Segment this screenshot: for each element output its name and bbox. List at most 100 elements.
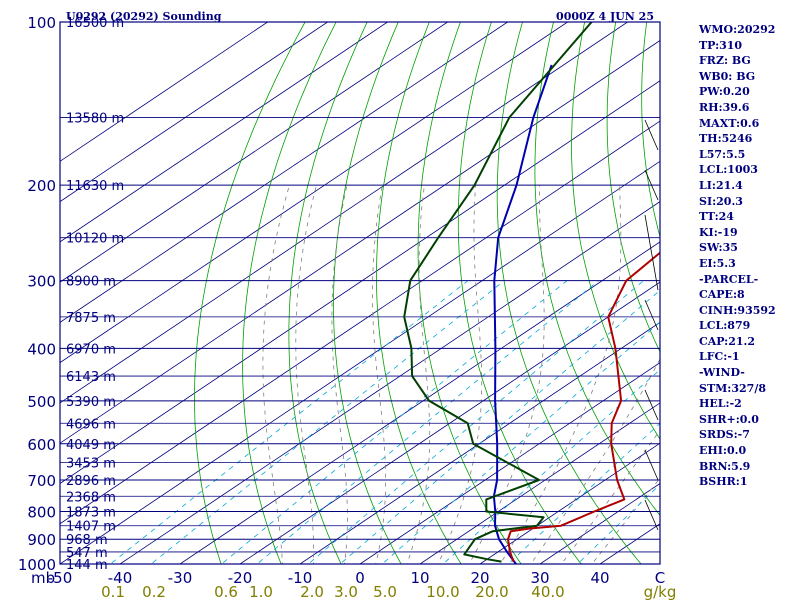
isotherm-line: [60, 22, 628, 404]
isotherm-line: [60, 22, 328, 203]
temperature-tick-label: -30: [168, 569, 193, 587]
plot-frame: [59, 21, 661, 565]
mixing-ratio-line: [577, 483, 660, 564]
chart-time: 0000Z 4 JUN 25: [556, 10, 654, 23]
temperature-tick-label: 30: [530, 569, 549, 587]
index-item: CAPE:8: [699, 288, 745, 302]
height-label: 6970 m: [66, 342, 116, 357]
mixing-ratio-line: [381, 321, 660, 564]
index-item: STM:327/8: [699, 381, 766, 395]
index-item: SHR+:0.0: [699, 412, 759, 426]
index-item: BSHR:1: [699, 475, 748, 489]
parcel-trace-line: [492, 64, 553, 564]
mixing-ratio-line: [339, 289, 660, 564]
dry-adiabat-line: [194, 22, 306, 564]
height-label: 1873 m: [66, 505, 116, 520]
pressure-tick-label: 900: [27, 531, 56, 549]
index-item: HEL:-2: [699, 397, 742, 411]
index-item: SI:20.3: [699, 194, 743, 208]
isotherm-line: [60, 22, 508, 323]
index-item: WB0: BG: [699, 69, 756, 83]
height-label: 1407 m: [66, 520, 116, 535]
temperature-tick-label: -20: [228, 569, 253, 587]
index-item: BRN:5.9: [699, 459, 751, 473]
index-item: LCL:1003: [699, 163, 758, 177]
index-item: PW:0.20: [699, 85, 750, 99]
dry-adiabat-line: [288, 22, 368, 564]
isotherm-line: [60, 120, 660, 525]
height-label: 968 m: [66, 533, 108, 548]
mixing-ratio-line: [109, 280, 469, 564]
wind-barb: [644, 449, 659, 481]
dry-adiabat-line: [534, 22, 660, 516]
isotherm-line: [60, 80, 660, 484]
index-item: SW:35: [699, 241, 738, 255]
index-item: TH:5246: [699, 132, 753, 146]
isotherm-line: [60, 22, 448, 283]
dry-adiabat-line: [242, 22, 337, 564]
index-item: MAXT:0.6: [699, 116, 760, 130]
mixing-ratio-tick-label: 0.6: [214, 583, 238, 600]
mixing-ratio-tick-label: 20.0: [475, 583, 508, 600]
dry-adiabat-line: [333, 22, 402, 564]
mixing-ratio-line: [150, 280, 505, 564]
dry-adiabat-line: [571, 22, 660, 440]
moist-adiabat-line: [406, 185, 431, 564]
mixing-ratio-tick-label: 5.0: [373, 583, 397, 600]
dewpoint-trace-line: [403, 22, 593, 563]
wind-barb: [644, 499, 659, 531]
pressure-tick-label: 800: [27, 503, 56, 521]
isotherm-line: [299, 321, 660, 564]
pressure-tick-label: 300: [27, 273, 56, 291]
height-label: 13580 m: [66, 111, 124, 126]
pressure-tick-label: 200: [27, 177, 56, 195]
index-item: EHI:0.0: [699, 444, 747, 458]
isotherm-line: [60, 22, 568, 364]
moist-adiabat-line: [262, 185, 290, 564]
index-item: CAP:21.2: [699, 334, 756, 348]
pressure-tick-label: 400: [27, 340, 56, 358]
wind-barb: [644, 214, 659, 291]
pressure-tick-label: 600: [27, 436, 56, 454]
height-label: 4696 m: [66, 417, 116, 432]
index-item: SRDS:-7: [699, 428, 750, 442]
height-label: 3453 m: [66, 457, 116, 472]
mixing-ratio-tick-label: 1.0: [249, 583, 273, 600]
wind-barb: [644, 299, 659, 331]
dry-adiabat-line: [496, 22, 642, 564]
wind-barb: [644, 389, 659, 421]
isotherm-line: [359, 362, 660, 564]
mixing-ratio-line: [221, 280, 568, 564]
wind-barb: [644, 119, 659, 151]
height-label: 8900 m: [66, 275, 116, 290]
height-label: 4049 m: [66, 438, 116, 453]
mixing-ratio-tick-label: 3.0: [334, 583, 358, 600]
moist-adiabat-line: [437, 185, 483, 564]
temperature-tick-label: -50: [48, 569, 73, 587]
temperature-tick-label: -40: [108, 569, 133, 587]
height-label: 2368 m: [66, 490, 116, 505]
isotherm-line: [60, 160, 660, 564]
moist-adiabat-line: [468, 185, 545, 564]
mixing-ratio-tick-label: 0.2: [142, 583, 166, 600]
index-item: KI:-19: [699, 225, 738, 239]
index-item: TP:310: [699, 38, 743, 52]
height-label: 6143 m: [66, 370, 116, 385]
mixing-ratio-line: [442, 369, 660, 564]
mixing-ratio-tick-label: 0.1: [101, 583, 125, 600]
isotherm-line: [239, 281, 660, 564]
mixing-ratio-tick-label: g/kg: [644, 583, 677, 600]
index-item: WMO:20292: [699, 23, 776, 36]
wind-barb: [644, 169, 659, 201]
height-label: 2896 m: [66, 474, 116, 489]
height-label: 144 m: [66, 558, 108, 573]
index-item: LCL:879: [699, 319, 751, 333]
index-item: RH:39.6: [699, 100, 750, 114]
height-label: 547 m: [66, 546, 108, 561]
pressure-tick-label: 500: [27, 393, 56, 411]
indices-panel: WMO:20292 TP:310 FRZ: BG WB0: BG PW:0.20 RH:3…: [699, 22, 799, 490]
mixing-ratio-tick-label: 2.0: [300, 583, 324, 600]
temperature-tick-label: 40: [590, 569, 609, 587]
index-item: LFC:-1: [699, 350, 740, 364]
